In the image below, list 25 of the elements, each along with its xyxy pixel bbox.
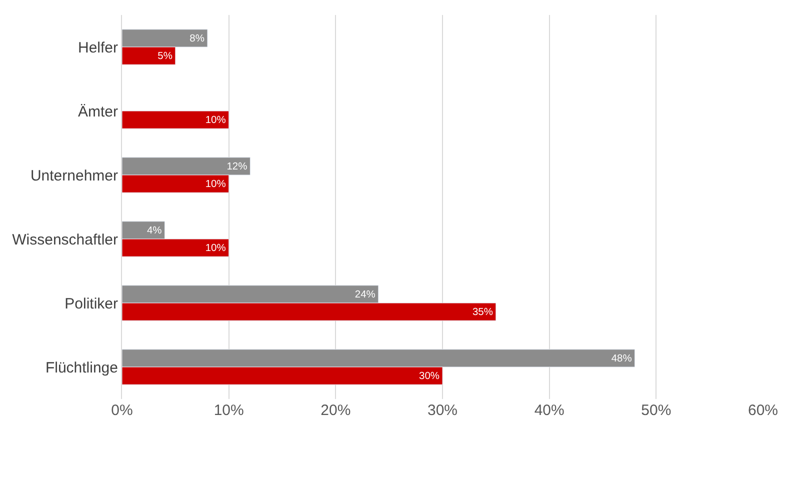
- y-tick-label: Flüchtlinge: [45, 359, 118, 376]
- x-tick-label: 50%: [641, 402, 672, 419]
- bar: [122, 110, 230, 129]
- data-label: 4%: [146, 225, 162, 236]
- data-label: 5%: [158, 50, 172, 62]
- y-tick-label: Politiker: [64, 295, 118, 312]
- data-label: 30%: [419, 370, 440, 382]
- data-label: 35%: [472, 306, 493, 318]
- x-tick-label: 30%: [427, 402, 458, 419]
- data-label: 10%: [205, 178, 226, 190]
- y-tick-label: Wissenschaftler: [12, 231, 118, 248]
- x-tick-label: 10%: [214, 402, 244, 419]
- y-tick-label: Unternehmer: [30, 167, 118, 184]
- data-label: 10%: [205, 114, 226, 126]
- x-tick-label: 0%: [111, 402, 133, 419]
- data-label: 24%: [354, 289, 376, 300]
- x-tick-label: 60%: [748, 402, 778, 419]
- data-label: 8%: [190, 33, 204, 44]
- x-tick-label: 20%: [320, 402, 351, 419]
- data-label: 12%: [226, 161, 248, 172]
- data-label: 10%: [205, 242, 226, 254]
- data-label: 48%: [611, 353, 632, 364]
- y-tick-label: Ämter: [78, 103, 118, 120]
- x-tick-label: 40%: [534, 402, 564, 419]
- y-tick-label: Helfer: [78, 39, 118, 56]
